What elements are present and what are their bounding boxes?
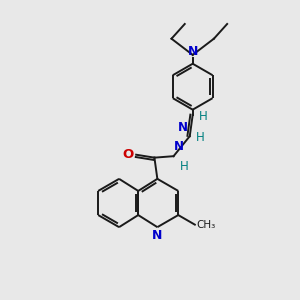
Text: H: H — [199, 110, 208, 123]
Text: N: N — [174, 140, 184, 153]
Text: N: N — [152, 229, 163, 242]
Text: H: H — [180, 160, 189, 173]
Text: N: N — [188, 45, 198, 58]
Text: CH₃: CH₃ — [196, 220, 216, 230]
Text: H: H — [196, 131, 205, 144]
Text: N: N — [178, 121, 188, 134]
Text: O: O — [123, 148, 134, 160]
